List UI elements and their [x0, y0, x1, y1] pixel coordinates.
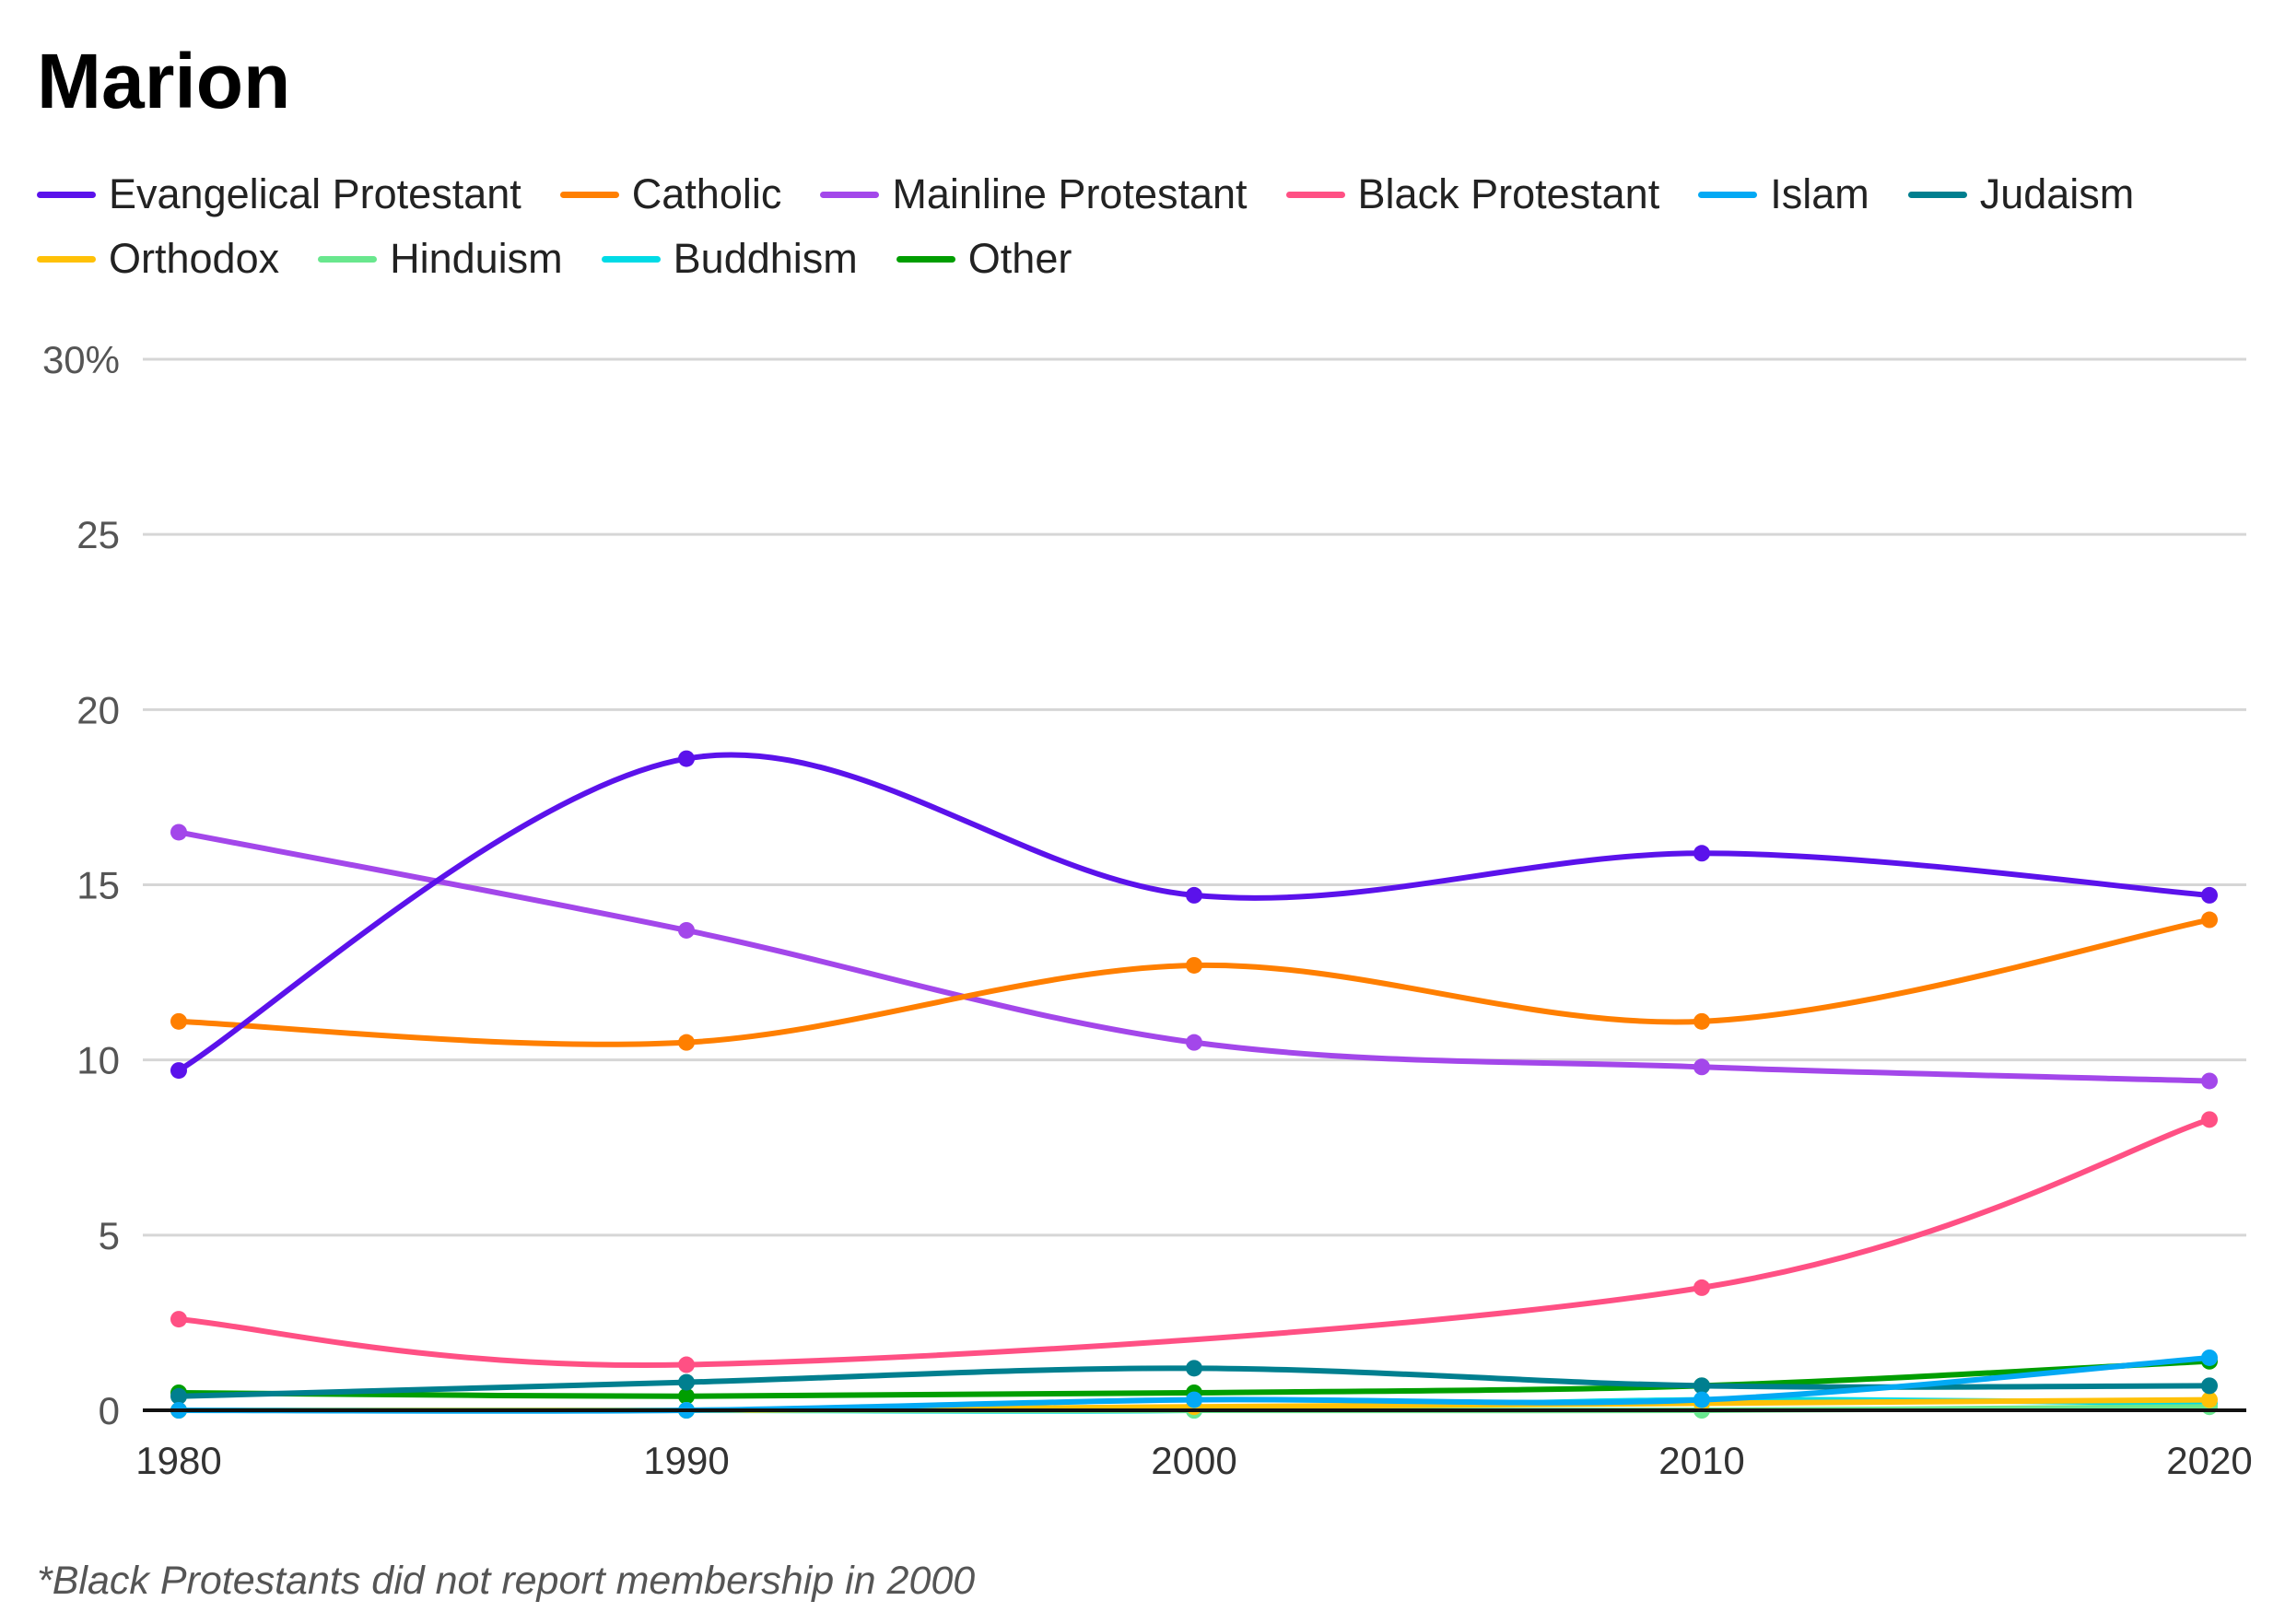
legend-swatch	[318, 255, 378, 263]
y-tick-label: 20	[76, 688, 120, 731]
legend-label: Orthodox	[109, 235, 280, 282]
y-tick-label: 30%	[42, 338, 120, 381]
legend-label: Judaism	[1979, 170, 2135, 217]
data-point	[678, 1034, 695, 1051]
legend-swatch	[896, 255, 955, 263]
legend-label: Islam	[1770, 170, 1869, 217]
data-point	[1693, 1058, 1710, 1076]
legend-item[interactable]: Other	[896, 235, 1072, 283]
legend-item[interactable]: Buddhism	[601, 235, 858, 283]
data-point	[1693, 1012, 1710, 1030]
legend-label: Black Protestant	[1357, 170, 1660, 217]
legend-label: Mainline Protestant	[892, 170, 1248, 217]
legend-item[interactable]: Catholic	[559, 170, 782, 218]
y-tick-label: 10	[76, 1039, 120, 1082]
y-tick-label: 0	[99, 1389, 120, 1432]
data-point	[678, 921, 695, 939]
legend-swatch	[820, 191, 880, 198]
legend-item[interactable]: Judaism	[1907, 170, 2135, 218]
legend-item[interactable]: Orthodox	[37, 235, 279, 283]
data-point	[2201, 1072, 2218, 1090]
legend: Evangelical Protestant Catholic Mainline P…	[37, 170, 2267, 283]
legend-item[interactable]: Islam	[1698, 170, 1869, 218]
data-point	[1186, 956, 1202, 974]
legend-item[interactable]: Black Protestant	[1285, 170, 1660, 218]
legend-label: Catholic	[631, 170, 782, 217]
data-point	[170, 1387, 187, 1405]
data-point	[1693, 845, 1710, 862]
legend-swatch	[37, 191, 96, 198]
legend-swatch	[1907, 191, 1967, 198]
series-line	[176, 1116, 2212, 1369]
chart-title: Marion	[37, 38, 291, 124]
data-point	[2201, 1111, 2218, 1128]
legend-label: Evangelical Protestant	[109, 170, 521, 217]
series-line	[176, 752, 2212, 1074]
legend-swatch	[559, 191, 619, 198]
legend-swatch	[37, 255, 96, 263]
data-point	[678, 1373, 695, 1391]
legend-label: Other	[967, 235, 1072, 282]
data-point	[1186, 1391, 1202, 1408]
legend-swatch	[601, 255, 661, 263]
footnote: *Black Protestants did not report member…	[37, 1559, 976, 1603]
x-tick-label: 1990	[643, 1439, 729, 1482]
legend-item[interactable]: Evangelical Protestant	[37, 170, 521, 218]
data-point	[170, 1311, 187, 1328]
data-point	[2201, 911, 2218, 929]
x-tick-label: 1980	[135, 1439, 221, 1482]
data-point	[1186, 886, 1202, 904]
data-point	[1693, 1279, 1710, 1296]
data-point	[2201, 1377, 2218, 1395]
legend-label: Buddhism	[673, 235, 858, 282]
x-tick-label: 2020	[2166, 1439, 2252, 1482]
data-point	[170, 1062, 187, 1080]
data-point	[170, 824, 187, 841]
data-point	[678, 750, 695, 767]
data-point	[678, 1356, 695, 1373]
x-tick-label: 2000	[1151, 1439, 1236, 1482]
y-tick-label: 5	[99, 1214, 120, 1257]
data-point	[2201, 886, 2218, 904]
legend-item[interactable]: Mainline Protestant	[820, 170, 1248, 218]
data-point	[1693, 1391, 1710, 1408]
data-point	[678, 1387, 695, 1405]
series-line	[176, 917, 2212, 1047]
data-point	[1186, 1360, 1202, 1377]
data-point	[2201, 1349, 2218, 1366]
legend-label: Hinduism	[390, 235, 563, 282]
legend-item[interactable]: Hinduism	[318, 235, 563, 283]
data-point	[2201, 1391, 2218, 1408]
legend-swatch	[1285, 191, 1345, 198]
y-tick-label: 15	[76, 864, 120, 907]
x-tick-label: 2010	[1658, 1439, 1744, 1482]
y-tick-label: 25	[76, 513, 120, 556]
data-point	[170, 1012, 187, 1030]
legend-swatch	[1698, 191, 1758, 198]
data-point	[1186, 1034, 1202, 1051]
data-point	[1693, 1377, 1710, 1395]
